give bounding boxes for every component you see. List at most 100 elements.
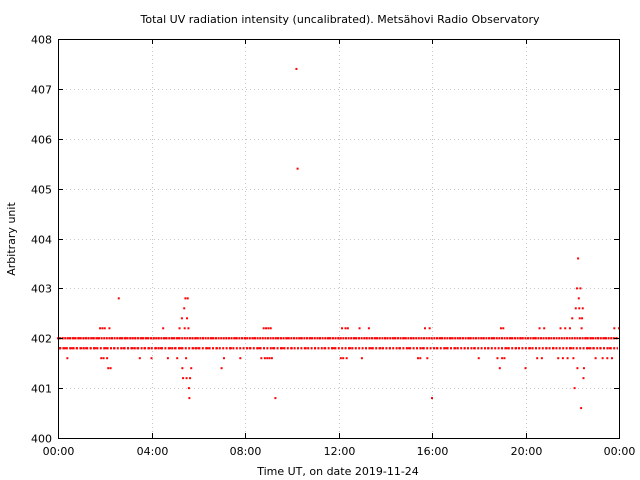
data-point — [499, 327, 502, 330]
data-point — [99, 327, 102, 330]
data-point — [337, 337, 340, 340]
data-point — [501, 357, 504, 360]
y-tick-label: 402 — [31, 333, 52, 346]
data-point — [85, 347, 88, 350]
data-point — [191, 337, 194, 340]
data-point — [169, 347, 172, 350]
data-point — [581, 307, 584, 310]
data-point — [606, 357, 609, 360]
data-point — [185, 377, 188, 380]
data-point — [190, 367, 193, 370]
data-point — [143, 347, 146, 350]
data-point — [370, 347, 373, 350]
data-point — [463, 347, 466, 350]
data-point — [571, 317, 574, 320]
data-point — [580, 327, 583, 330]
data-point — [304, 347, 307, 350]
data-point — [173, 347, 176, 350]
data-point — [268, 357, 271, 360]
data-point — [533, 337, 536, 340]
data-point — [184, 297, 187, 300]
data-point — [87, 337, 90, 340]
data-point — [290, 347, 293, 350]
data-point — [577, 297, 580, 300]
data-point — [573, 387, 576, 390]
data-point — [344, 327, 347, 330]
data-point — [561, 357, 564, 360]
data-point — [104, 347, 107, 350]
data-point — [94, 347, 97, 350]
y-tick-label: 400 — [31, 433, 52, 446]
data-point — [138, 357, 141, 360]
y-axis-label: Arbitrary unit — [5, 202, 18, 276]
x-tick-label: 00:00 — [604, 445, 636, 458]
data-point — [568, 327, 571, 330]
data-point — [102, 357, 105, 360]
data-point — [89, 347, 92, 350]
data-point — [222, 357, 225, 360]
data-point — [314, 347, 317, 350]
data-point — [189, 377, 192, 380]
data-point — [374, 337, 377, 340]
data-point — [440, 337, 443, 340]
data-point — [445, 347, 448, 350]
data-point — [610, 357, 613, 360]
data-point — [613, 327, 616, 330]
data-point — [353, 337, 356, 340]
y-tick-label: 403 — [31, 283, 52, 296]
data-point — [412, 337, 415, 340]
data-point — [601, 357, 604, 360]
x-tick-label: 04:00 — [137, 445, 169, 458]
data-point — [552, 347, 555, 350]
data-point — [164, 337, 167, 340]
data-point — [215, 347, 218, 350]
data-point — [419, 357, 422, 360]
data-point — [349, 347, 352, 350]
data-point — [407, 347, 410, 350]
data-point — [459, 337, 462, 340]
data-point — [122, 347, 125, 350]
data-point — [599, 347, 602, 350]
data-point — [179, 347, 182, 350]
data-point — [536, 357, 539, 360]
data-point — [592, 347, 595, 350]
data-point — [358, 327, 361, 330]
data-point — [581, 317, 584, 320]
data-point — [266, 357, 269, 360]
data-point — [431, 397, 433, 400]
data-point — [367, 327, 370, 330]
data-point — [468, 337, 471, 340]
data-point — [201, 337, 204, 340]
data-point — [421, 347, 424, 350]
data-point — [73, 337, 76, 340]
data-point — [234, 337, 237, 340]
data-point — [211, 337, 214, 340]
data-point — [150, 357, 153, 360]
data-point — [103, 327, 106, 330]
y-axis-ticks: 400 401 402 403 404 405 406 407 408 — [31, 34, 619, 446]
data-point — [540, 357, 543, 360]
data-point — [547, 337, 550, 340]
data-point — [585, 337, 588, 340]
data-point — [155, 347, 158, 350]
data-point — [187, 327, 190, 330]
data-point — [564, 327, 567, 330]
data-point — [345, 357, 348, 360]
data-point — [253, 337, 256, 340]
data-point — [171, 337, 174, 340]
data-point — [78, 337, 81, 340]
data-point — [384, 337, 387, 340]
data-point — [449, 337, 452, 340]
data-point — [543, 327, 546, 330]
data-point — [166, 357, 169, 360]
x-tick-label: 20:00 — [511, 445, 543, 458]
data-point — [248, 347, 251, 350]
data-point — [124, 337, 127, 340]
data-point — [318, 337, 321, 340]
data-point — [100, 357, 103, 360]
data-point — [603, 337, 606, 340]
data-point — [388, 347, 391, 350]
data-point — [587, 347, 590, 350]
data-point — [580, 407, 583, 410]
data-point — [423, 327, 426, 330]
